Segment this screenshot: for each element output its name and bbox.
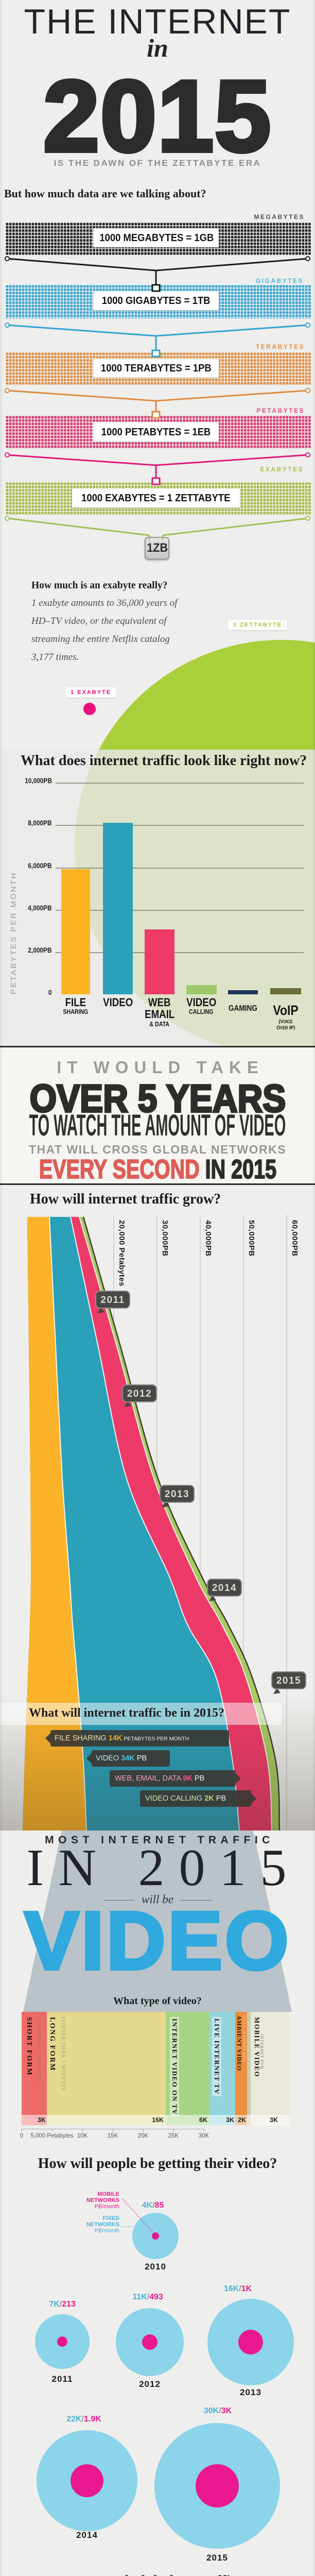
svg-text:40,000PB: 40,000PB <box>204 1220 213 1257</box>
svg-text:20,000 Petabytes: 20,000 Petabytes <box>117 1220 126 1286</box>
svg-text:2011: 2011 <box>100 1295 125 1306</box>
svg-text:2013: 2013 <box>165 1489 189 1500</box>
svg-text:50,000PB: 50,000PB <box>247 1220 256 1257</box>
svg-text:60,000PB: 60,000PB <box>290 1220 299 1257</box>
svg-text:2012: 2012 <box>127 1388 152 1399</box>
svg-text:2015: 2015 <box>276 1675 301 1686</box>
svg-text:2014: 2014 <box>212 1583 237 1594</box>
svg-text:30,000PB: 30,000PB <box>161 1220 169 1257</box>
